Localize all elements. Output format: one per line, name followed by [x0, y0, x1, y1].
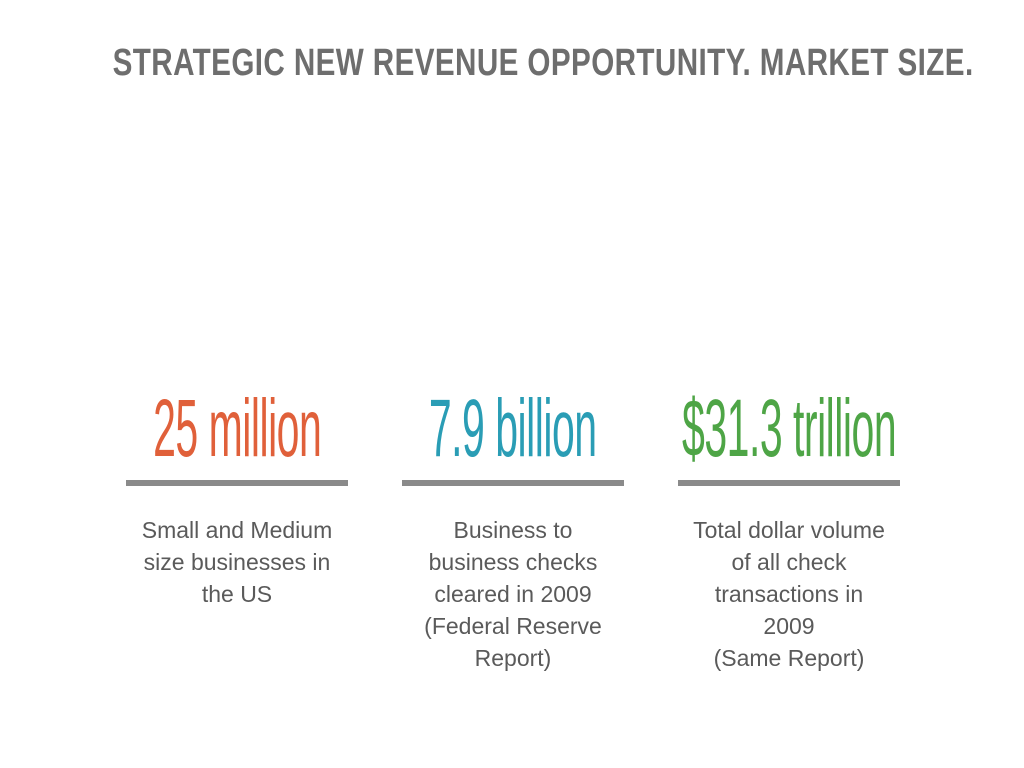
caption-line: of all check	[731, 549, 847, 575]
stat-figure-container: $31.3 trillion	[678, 380, 900, 470]
stat-divider	[402, 480, 624, 486]
caption-line: 2009	[763, 613, 815, 639]
stat-figure: 25 million	[152, 383, 322, 474]
stat-figure-container: 7.9 billion	[402, 380, 624, 470]
slide-title: STRATEGIC NEW REVENUE OPPORTUNITY. MARKE…	[112, 42, 974, 84]
caption-line: Total dollar volume	[693, 517, 885, 543]
caption-line: transactions in	[714, 581, 864, 607]
caption-line: Small and Medium	[141, 517, 333, 543]
stat-divider	[678, 480, 900, 486]
stat-caption: Small and Medium size businesses in the …	[126, 514, 348, 610]
stat-figure: $31.3 trillion	[681, 383, 897, 474]
caption-line: (Federal Reserve	[424, 613, 602, 639]
caption-line: Business to	[453, 517, 573, 543]
caption-line: business checks	[428, 549, 598, 575]
caption-line: the US	[201, 581, 273, 607]
stat-block-dollar-volume: $31.3 trillion Total dollar volume of al…	[678, 380, 900, 674]
stat-block-smb-count: 25 million Small and Medium size busines…	[126, 380, 348, 610]
stat-caption: Business to business checks cleared in 2…	[402, 514, 624, 674]
caption-line: Report)	[474, 645, 552, 671]
stat-block-checks-cleared: 7.9 billion Business to business checks …	[402, 380, 624, 674]
caption-line: (Same Report)	[713, 645, 865, 671]
stat-caption: Total dollar volume of all check transac…	[678, 514, 900, 674]
stat-figure-container: 25 million	[126, 380, 348, 470]
stat-figure: 7.9 billion	[429, 383, 597, 474]
caption-line: cleared in 2009	[434, 581, 592, 607]
caption-line: size businesses in	[143, 549, 331, 575]
stat-divider	[126, 480, 348, 486]
